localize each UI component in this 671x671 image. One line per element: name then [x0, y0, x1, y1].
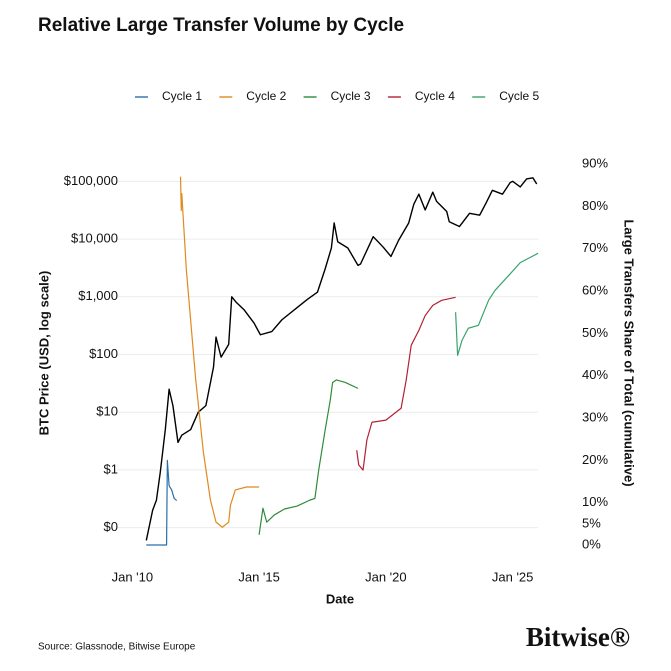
y2-tick-label: 60%: [582, 282, 608, 297]
x-tick-label: Jan '10: [112, 569, 154, 584]
y2-tick-label: 30%: [582, 409, 608, 424]
cycle-line: [258, 379, 359, 535]
legend-label: Cycle 4: [415, 89, 455, 103]
price-line: [145, 177, 538, 541]
y2-tick-label: 10%: [582, 494, 608, 509]
cycle-line: [455, 252, 539, 356]
y2-tick-label: 80%: [582, 198, 608, 213]
y2-axis-label: Large Transfers Share of Total (cumulati…: [622, 219, 637, 486]
y-tick-label: $0: [104, 519, 118, 534]
y-axis-label: BTC Price (USD, log scale): [36, 271, 51, 436]
y2-tick-label: 90%: [582, 155, 608, 170]
legend-label: Cycle 3: [331, 89, 371, 103]
x-tick-label: Jan '20: [365, 569, 407, 584]
legend-label: Cycle 1: [162, 89, 202, 103]
legend-label: Cycle 5: [499, 89, 539, 103]
y2-tick-label: 0%: [582, 536, 601, 551]
cycle-line: [146, 459, 178, 546]
y2-tick-label: 50%: [582, 325, 608, 340]
y-tick-label: $10,000: [71, 231, 118, 246]
y-tick-label: $1,000: [78, 288, 118, 303]
x-tick-label: Jan '15: [238, 569, 280, 584]
y2-tick-label: 70%: [582, 240, 608, 255]
x-axis-label: Date: [326, 591, 354, 606]
y2-tick-label: 40%: [582, 367, 608, 382]
y2-tick-label: 5%: [582, 515, 601, 530]
source: Source: Glassnode, Bitwise Europe: [38, 642, 196, 653]
y2-tick-label: 20%: [582, 452, 608, 467]
cycle-line: [179, 176, 260, 528]
chart-title: Relative Large Transfer Volume by Cycle: [38, 15, 404, 36]
y-tick-label: $1: [104, 461, 118, 476]
y-tick-label: $100,000: [64, 173, 118, 188]
x-tick-label: Jan '25: [492, 569, 534, 584]
y-tick-label: $10: [96, 404, 118, 419]
legend-label: Cycle 2: [246, 89, 286, 103]
y-tick-label: $100: [89, 346, 118, 361]
brand-logo: Bitwise®: [526, 622, 630, 652]
cycle-line: [356, 296, 456, 471]
